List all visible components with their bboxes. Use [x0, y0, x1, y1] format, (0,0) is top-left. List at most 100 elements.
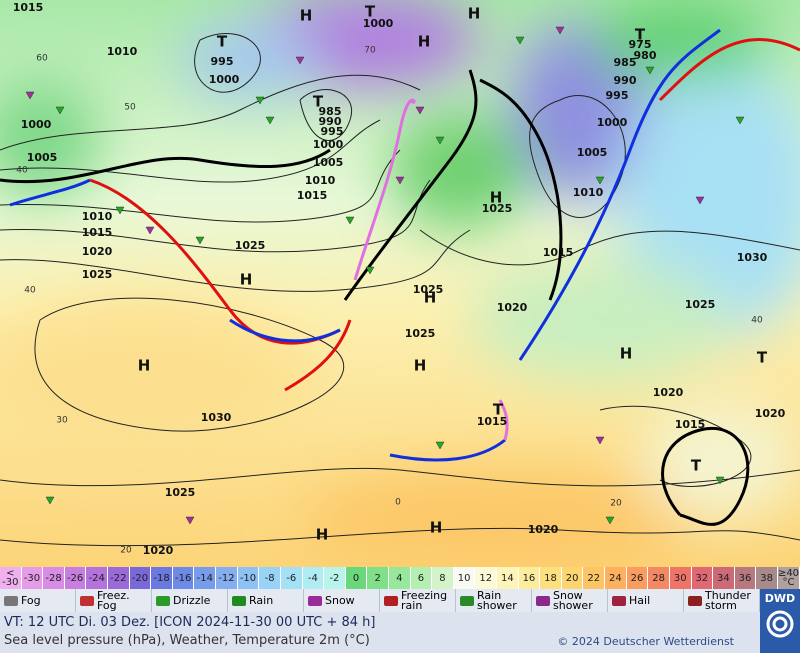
isotherm-label: 70	[364, 46, 376, 56]
logo-text: DWD	[764, 592, 796, 605]
fronts	[9, 28, 800, 462]
pressure-label: 1015	[477, 415, 508, 428]
legend-icon	[156, 595, 170, 606]
pressure-label: 1030	[201, 411, 232, 424]
pressure-label: 1020	[497, 301, 528, 314]
isotherm-label: 50	[124, 103, 136, 113]
isotherm-label: 20	[610, 499, 622, 509]
weather-symbol	[595, 436, 605, 445]
pressure-system-label: H	[316, 526, 329, 544]
scale-cell: -16	[172, 567, 195, 589]
pressure-system-label: T	[217, 33, 228, 51]
legend-label: Thunder storm	[705, 588, 751, 612]
pressure-label: 995	[606, 89, 629, 102]
legend-icon	[536, 595, 550, 606]
temperature-scale: < -30 -30 -28 -26 -24 -22 -20 -18 -16 -14 -12 -10 -8…	[0, 567, 800, 589]
scale-cell: -18	[151, 567, 173, 589]
scale-cell: -30	[21, 567, 44, 589]
legend-item: Thunder storm	[684, 589, 760, 612]
pressure-label: 1025	[235, 239, 266, 252]
pressure-label: 1005	[27, 151, 58, 164]
scale-cell: 34	[713, 567, 735, 589]
weather-symbol	[55, 106, 65, 115]
pressure-system-label: H	[620, 345, 633, 363]
scale-cell: 22	[583, 567, 606, 589]
dwd-logo[interactable]: DWD	[760, 589, 800, 653]
scale-cell: -14	[194, 567, 217, 589]
scale-cell: 8	[432, 567, 454, 589]
weather-map: 1015 1010 1000 1005 1010 1015 1020 1025 1025 1000…	[0, 0, 800, 567]
pressure-system-label: H	[424, 289, 437, 307]
legend-icon	[688, 595, 702, 606]
legend-item: Freez. Fog	[76, 589, 152, 612]
isotherm-label: 60	[36, 54, 48, 64]
isotherm-label: 0	[395, 498, 401, 508]
isotherm-label: 20	[120, 546, 132, 556]
legend-label: Drizzle	[173, 593, 211, 607]
scale-cell: 20	[561, 567, 584, 589]
scale-cell: 4	[388, 567, 411, 589]
legend-label: Freez. Fog	[97, 588, 130, 612]
pressure-label: 1020	[82, 245, 113, 258]
legend-item: Snow	[304, 589, 380, 612]
pressure-label: 1030	[737, 251, 768, 264]
weather-symbol	[555, 26, 565, 35]
legend-label: Rain	[249, 593, 274, 607]
weather-symbol	[695, 196, 705, 205]
pressure-label: 1000	[209, 73, 240, 86]
weather-symbol	[715, 476, 725, 485]
pressure-label: 1000	[21, 118, 52, 131]
pressure-system-label: H	[490, 189, 503, 207]
scale-cell: 28	[648, 567, 670, 589]
legend-label: Rain shower	[477, 588, 517, 612]
legend-item: Rain	[228, 589, 304, 612]
pressure-label: 1010	[573, 186, 604, 199]
legend-item: Drizzle	[152, 589, 228, 612]
temperature-field	[0, 0, 800, 567]
scale-cell: 18	[540, 567, 562, 589]
pressure-label: 985	[614, 56, 637, 69]
legend-label: Fog	[21, 593, 41, 607]
pressure-label: 1000	[363, 17, 394, 30]
pressure-label: 1015	[13, 1, 44, 14]
weather-symbol	[595, 176, 605, 185]
pressure-label: 985	[319, 105, 342, 118]
pressure-system-label: H	[414, 357, 427, 375]
scale-cell: -26	[64, 567, 87, 589]
valid-time: VT: 12 UTC Di. 03 Dez. [ICON 2024-11-30 …	[4, 615, 376, 630]
scale-cell: < -30	[0, 567, 22, 589]
scale-cell: 30	[669, 567, 692, 589]
pressure-label: 1025	[685, 298, 716, 311]
weather-symbol	[735, 116, 745, 125]
weather-symbol	[435, 136, 445, 145]
pressure-system-label: H	[418, 33, 431, 51]
pressure-label: 1020	[528, 523, 559, 536]
description: Sea level pressure (hPa), Weather, Tempe…	[4, 633, 370, 648]
scale-cell: -24	[86, 567, 109, 589]
isotherm-label: 40	[24, 286, 36, 296]
pressure-label: 1020	[755, 407, 786, 420]
weather-symbol	[255, 96, 265, 105]
scale-cell: -20	[129, 567, 152, 589]
legend-label: Snow	[325, 593, 355, 607]
pressure-label: 990	[614, 74, 637, 87]
weather-symbol	[185, 516, 195, 525]
weather-symbol	[265, 116, 275, 125]
legend-label: Snow shower	[553, 588, 593, 612]
legend-label: Hail	[629, 593, 651, 607]
pressure-label: 1010	[305, 174, 336, 187]
pressure-system-label: H	[240, 271, 253, 289]
pressure-label: 995	[211, 55, 234, 68]
pressure-label: 1000	[597, 116, 628, 129]
legend-icon	[308, 595, 322, 606]
isotherm-label: 40	[16, 166, 28, 176]
legend-icon	[612, 595, 626, 606]
isotherm-label: 30	[56, 416, 68, 426]
pressure-label: 1025	[482, 202, 513, 215]
scale-cell: 36	[734, 567, 757, 589]
pressure-label: 1010	[82, 210, 113, 223]
isotherm-label: 40	[751, 316, 763, 326]
pressure-label: 1015	[543, 246, 574, 259]
weather-symbol	[115, 206, 125, 215]
logo-swirl	[766, 610, 794, 638]
